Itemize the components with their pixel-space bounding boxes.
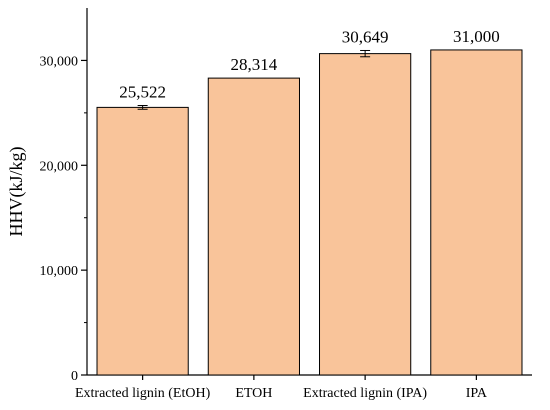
bar [430, 49, 523, 376]
y-tick-label: 10,000 [40, 264, 79, 279]
y-tick-label: 30,000 [40, 54, 79, 69]
y-axis: 0 10,000 20,000 30,000 [40, 8, 88, 384]
data-label: 28,314 [231, 55, 278, 74]
x-tick-label: ETOH [235, 386, 272, 401]
data-label: 30,649 [342, 27, 389, 46]
y-axis-label: HHV(kJ/kg) [6, 147, 27, 237]
data-label: 25,522 [119, 82, 166, 101]
bar [207, 77, 300, 376]
bar [319, 53, 412, 376]
x-tick-label: Extracted lignin (EtOH) [75, 386, 211, 401]
data-labels: 25,522 28,314 30,649 31,000 [119, 27, 500, 102]
data-label: 31,000 [453, 27, 500, 46]
x-axis: Extracted lignin (EtOH) ETOH Extracted lig… [75, 374, 532, 401]
y-tick-label: 0 [71, 369, 78, 384]
bar [96, 106, 189, 376]
x-tick-label: Extracted lignin (IPA) [303, 386, 427, 401]
y-tick-label: 20,000 [40, 159, 79, 174]
bars [96, 49, 523, 376]
x-tick-label: IPA [466, 386, 488, 401]
